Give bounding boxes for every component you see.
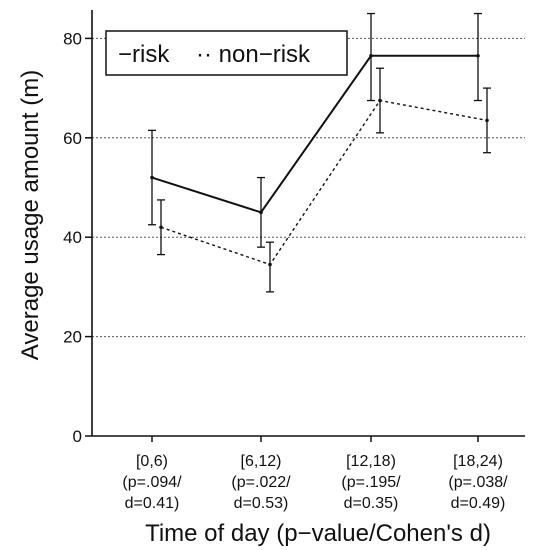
x-tick-label: [18,24)	[453, 453, 503, 470]
legend: −risk ·· non−risk	[105, 30, 348, 76]
x-tick-label: (p=.038/	[448, 474, 508, 491]
data-point-risk	[476, 53, 480, 58]
x-tick-label: [12,18)	[346, 453, 396, 470]
x-tick-label: d=0.53)	[234, 495, 289, 512]
x-tick-label: d=0.41)	[125, 495, 180, 512]
y-tick-label: 60	[63, 129, 82, 148]
data-point-risk	[259, 210, 263, 215]
x-tick-label: [0,6)	[136, 453, 168, 470]
y-axis-title: Average usage amount (m)	[17, 70, 44, 360]
data-point-non-risk	[485, 118, 489, 123]
x-tick-label: (p=.195/	[341, 474, 401, 491]
gridlines	[85, 37, 525, 442]
series-line-non-risk	[160, 99, 488, 266]
x-tick-label: d=0.35)	[344, 495, 399, 512]
y-tick-label: 80	[63, 29, 82, 48]
data-point-risk	[150, 175, 154, 180]
x-axis-title: Time of day (p−value/Cohen's d)	[145, 520, 491, 547]
x-tick-labels: [0,6) (p=.094/d=0.41) [6,12) (p=.022/d=0.53…	[122, 453, 508, 512]
data-point-non-risk	[378, 98, 382, 103]
data-point-non-risk	[159, 225, 163, 230]
y-tick-label: 0	[73, 427, 82, 446]
axes	[91, 10, 525, 437]
x-tick-label: (p=.094/	[122, 474, 182, 491]
x-tick-label: [6,12)	[241, 453, 282, 470]
y-tick-label: 20	[63, 328, 82, 347]
series-line-risk	[151, 54, 478, 214]
x-tick-label: (p=.022/	[231, 474, 291, 491]
y-tick-labels: 0 20 40 60 80	[63, 29, 82, 446]
y-tick-label: 40	[63, 228, 82, 247]
legend-label-non-risk: ·· non−risk	[196, 41, 311, 68]
series-layer	[148, 12, 491, 293]
x-tick-label: d=0.49)	[451, 495, 506, 512]
legend-label-risk: −risk	[118, 41, 170, 68]
data-point-risk	[369, 53, 373, 58]
data-point-non-risk	[268, 262, 272, 267]
legend-box	[105, 30, 348, 76]
